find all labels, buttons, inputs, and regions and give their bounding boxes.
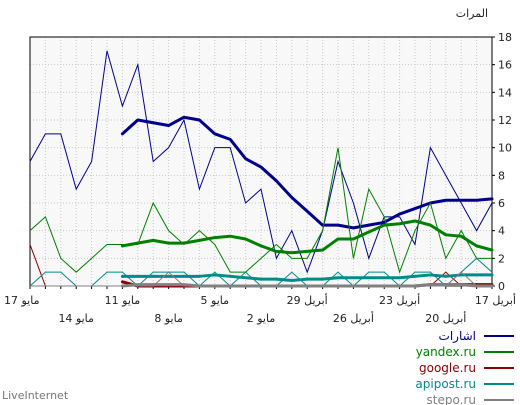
legend-label: apipost.ru	[415, 377, 476, 391]
x-tick-label: 5 مايو	[201, 294, 230, 307]
y-tick-label: 2	[498, 252, 505, 265]
y-tick-label: 12	[498, 114, 512, 127]
y-tick-label: 10	[498, 142, 512, 155]
y-tick-label: 16	[498, 59, 512, 72]
legend-label: yandex.ru	[416, 345, 476, 359]
y-tick-label: 8	[498, 169, 505, 182]
x-tick-label: 26 أبريل	[333, 311, 374, 325]
x-tick-label: 11 مايو	[105, 294, 141, 307]
plot-area: 0 2 4 6 8 10 12 14 16 18 17 مايو 11 مايو 5 مايو 29 أب…	[4, 31, 516, 325]
series-line	[29, 147, 492, 274]
y-tick-label: 4	[498, 225, 505, 238]
y-tick-label: 0	[498, 280, 505, 293]
x-tick-label: 2 مايو	[247, 312, 276, 325]
x-tick-label: 17 أبريل	[475, 293, 516, 307]
plot-background	[30, 37, 492, 286]
x-tick-label: 8 مايو	[154, 312, 183, 325]
x-tick-label: 14 مايو	[58, 312, 94, 325]
legend-label: google.ru	[419, 361, 476, 375]
y-tick-label: 6	[498, 197, 505, 210]
y-axis-label: المرات	[456, 7, 488, 20]
x-tick-label: 23 أبريل	[379, 293, 420, 307]
y-tick-label: 18	[498, 31, 512, 44]
x-tick-label: 20 أبريل	[425, 311, 466, 325]
series-trend-line	[120, 283, 494, 288]
series-trend-line	[120, 273, 494, 282]
legend-label: stepo.ru	[427, 393, 476, 405]
x-tick-label: 17 مايو	[4, 294, 40, 307]
x-tick-label: 29 أبريل	[287, 293, 328, 307]
brand-label: LiveInternet	[2, 389, 69, 402]
y-tick-label: 14	[498, 86, 512, 99]
series-line	[29, 50, 493, 274]
legend-label: اشارات	[439, 329, 476, 344]
series-trend-line	[120, 219, 494, 255]
